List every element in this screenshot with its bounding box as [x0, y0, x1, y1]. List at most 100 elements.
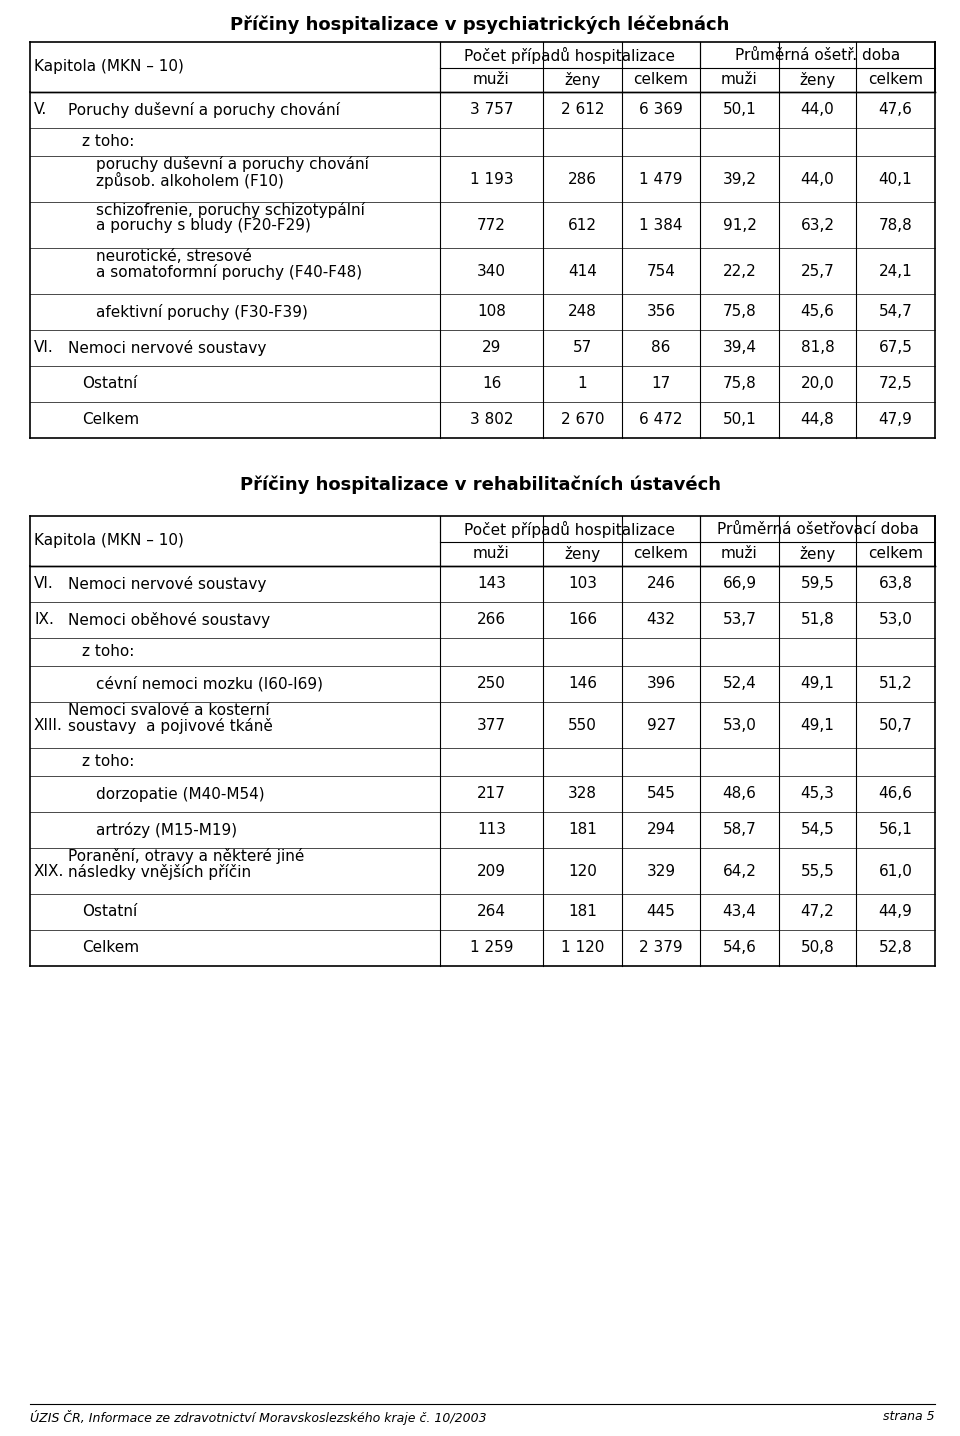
Text: 50,8: 50,8 [801, 941, 834, 955]
Text: dorzopatie (M40-M54): dorzopatie (M40-M54) [96, 787, 265, 801]
Text: 64,2: 64,2 [723, 863, 756, 879]
Text: Poruchy duševní a poruchy chování: Poruchy duševní a poruchy chování [68, 102, 340, 118]
Text: 39,4: 39,4 [723, 340, 756, 356]
Text: 16: 16 [482, 376, 501, 392]
Text: V.: V. [34, 102, 47, 118]
Text: celkem: celkem [868, 547, 923, 561]
Text: Nemoci nervové soustavy: Nemoci nervové soustavy [68, 340, 266, 356]
Text: 1 384: 1 384 [639, 217, 683, 233]
Text: 47,6: 47,6 [878, 102, 912, 118]
Text: 1 259: 1 259 [469, 941, 514, 955]
Text: 86: 86 [651, 340, 671, 356]
Text: 58,7: 58,7 [723, 823, 756, 837]
Text: 43,4: 43,4 [723, 905, 756, 919]
Text: soustavy  a pojivové tkáně: soustavy a pojivové tkáně [68, 718, 273, 734]
Text: 108: 108 [477, 304, 506, 319]
Text: 75,8: 75,8 [723, 376, 756, 392]
Text: 2 612: 2 612 [561, 102, 604, 118]
Text: následky vnějších příčin: následky vnějších příčin [68, 864, 252, 880]
Text: 181: 181 [568, 823, 597, 837]
Text: 545: 545 [647, 787, 676, 801]
Text: 44,8: 44,8 [801, 412, 834, 428]
Text: Průměrná ošetřovací doba: Průměrná ošetřovací doba [716, 521, 919, 537]
Text: 52,4: 52,4 [723, 676, 756, 692]
Text: Ostatní: Ostatní [82, 905, 137, 919]
Text: celkem: celkem [634, 547, 688, 561]
Text: 40,1: 40,1 [878, 171, 912, 187]
Text: strana 5: strana 5 [883, 1410, 935, 1423]
Text: 445: 445 [647, 905, 676, 919]
Text: 39,2: 39,2 [723, 171, 756, 187]
Text: 47,2: 47,2 [801, 905, 834, 919]
Text: schizofrenie, poruchy schizotypální: schizofrenie, poruchy schizotypální [96, 202, 365, 218]
Text: Průměrná ošetř. doba: Průměrná ošetř. doba [734, 47, 900, 63]
Text: 181: 181 [568, 905, 597, 919]
Text: muži: muži [721, 72, 757, 88]
Text: 50,1: 50,1 [723, 102, 756, 118]
Text: 20,0: 20,0 [801, 376, 834, 392]
Text: 48,6: 48,6 [723, 787, 756, 801]
Text: 47,9: 47,9 [878, 412, 912, 428]
Text: 53,0: 53,0 [878, 613, 912, 628]
Text: způsob. alkoholem (F10): způsob. alkoholem (F10) [96, 172, 284, 190]
Text: 61,0: 61,0 [878, 863, 912, 879]
Text: 264: 264 [477, 905, 506, 919]
Text: 91,2: 91,2 [723, 217, 756, 233]
Text: z toho:: z toho: [82, 754, 134, 770]
Text: 49,1: 49,1 [801, 718, 834, 732]
Text: 432: 432 [646, 613, 676, 628]
Text: 120: 120 [568, 863, 597, 879]
Text: Nemoci oběhové soustavy: Nemoci oběhové soustavy [68, 612, 270, 628]
Text: XIII.: XIII. [34, 718, 62, 732]
Text: z toho:: z toho: [82, 135, 134, 149]
Text: 59,5: 59,5 [801, 576, 834, 592]
Text: Celkem: Celkem [82, 412, 139, 428]
Text: 550: 550 [568, 718, 597, 732]
Text: 612: 612 [568, 217, 597, 233]
Text: 248: 248 [568, 304, 597, 319]
Text: 143: 143 [477, 576, 506, 592]
Text: ÚZIS ČR, Informace ze zdravotnictví Moravskoslezského kraje č. 10/2003: ÚZIS ČR, Informace ze zdravotnictví Mora… [30, 1410, 487, 1425]
Text: VI.: VI. [34, 576, 54, 592]
Text: 146: 146 [568, 676, 597, 692]
Text: a poruchy s bludy (F20-F29): a poruchy s bludy (F20-F29) [96, 218, 311, 234]
Text: 294: 294 [646, 823, 676, 837]
Text: 1 479: 1 479 [639, 171, 683, 187]
Text: ženy: ženy [564, 72, 601, 88]
Text: Nemoci svalové a kosterní: Nemoci svalové a kosterní [68, 704, 270, 718]
Text: 209: 209 [477, 863, 506, 879]
Text: 57: 57 [573, 340, 592, 356]
Text: artrózy (M15-M19): artrózy (M15-M19) [96, 821, 237, 839]
Text: 166: 166 [568, 613, 597, 628]
Text: ženy: ženy [800, 546, 835, 561]
Text: 414: 414 [568, 263, 597, 279]
Text: 54,5: 54,5 [801, 823, 834, 837]
Text: 50,1: 50,1 [723, 412, 756, 428]
Text: 53,7: 53,7 [723, 613, 756, 628]
Text: 24,1: 24,1 [878, 263, 912, 279]
Text: 328: 328 [568, 787, 597, 801]
Text: 754: 754 [647, 263, 676, 279]
Text: Kapitola (MKN – 10): Kapitola (MKN – 10) [34, 534, 184, 549]
Text: 2 379: 2 379 [639, 941, 683, 955]
Text: 340: 340 [477, 263, 506, 279]
Text: 250: 250 [477, 676, 506, 692]
Text: 49,1: 49,1 [801, 676, 834, 692]
Text: 54,7: 54,7 [878, 304, 912, 319]
Text: 51,8: 51,8 [801, 613, 834, 628]
Text: 81,8: 81,8 [801, 340, 834, 356]
Text: 17: 17 [652, 376, 671, 392]
Text: 67,5: 67,5 [878, 340, 912, 356]
Text: 356: 356 [646, 304, 676, 319]
Text: Příčiny hospitalizace v rehabilitačních ústavéch: Příčiny hospitalizace v rehabilitačních … [239, 475, 721, 494]
Text: 6 369: 6 369 [639, 102, 683, 118]
Text: 6 472: 6 472 [639, 412, 683, 428]
Text: cévní nemoci mozku (I60-I69): cévní nemoci mozku (I60-I69) [96, 676, 323, 692]
Text: 45,6: 45,6 [801, 304, 834, 319]
Text: 103: 103 [568, 576, 597, 592]
Text: 25,7: 25,7 [801, 263, 834, 279]
Text: 50,7: 50,7 [878, 718, 912, 732]
Text: Poranění, otravy a některé jiné: Poranění, otravy a některé jiné [68, 849, 304, 864]
Text: celkem: celkem [868, 72, 923, 88]
Text: 217: 217 [477, 787, 506, 801]
